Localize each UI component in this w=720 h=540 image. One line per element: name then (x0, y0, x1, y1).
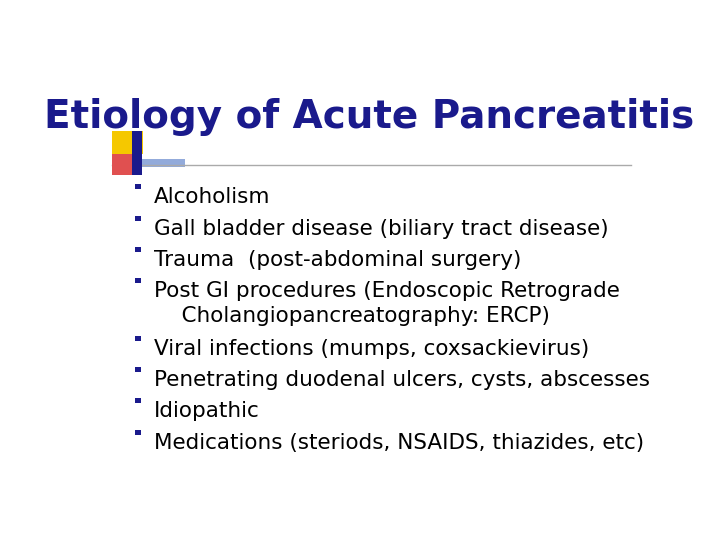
Text: Trauma  (post-abdominal surgery): Trauma (post-abdominal surgery) (154, 250, 521, 270)
FancyBboxPatch shape (135, 399, 141, 403)
FancyBboxPatch shape (112, 154, 132, 175)
Text: Medications (steriods, NSAIDS, thiazides, etc): Medications (steriods, NSAIDS, thiazides… (154, 433, 644, 453)
FancyBboxPatch shape (135, 185, 141, 190)
FancyBboxPatch shape (112, 159, 185, 167)
Text: Viral infections (mumps, coxsackievirus): Viral infections (mumps, coxsackievirus) (154, 339, 590, 359)
Text: Gall bladder disease (biliary tract disease): Gall bladder disease (biliary tract dise… (154, 219, 609, 239)
Text: Etiology of Acute Pancreatitis: Etiology of Acute Pancreatitis (44, 98, 694, 136)
FancyBboxPatch shape (135, 336, 141, 341)
FancyBboxPatch shape (132, 131, 142, 175)
FancyBboxPatch shape (135, 247, 141, 252)
Text: Penetrating duodenal ulcers, cysts, abscesses: Penetrating duodenal ulcers, cysts, absc… (154, 370, 650, 390)
Text: Alcoholism: Alcoholism (154, 187, 271, 207)
Text: Idiopathic: Idiopathic (154, 401, 260, 422)
FancyBboxPatch shape (135, 215, 141, 221)
FancyBboxPatch shape (112, 131, 143, 154)
FancyBboxPatch shape (135, 367, 141, 372)
FancyBboxPatch shape (135, 430, 141, 435)
FancyBboxPatch shape (135, 278, 141, 283)
Text: Post GI procedures (Endoscopic Retrograde
    Cholangiopancreatography: ERCP): Post GI procedures (Endoscopic Retrograd… (154, 281, 620, 326)
